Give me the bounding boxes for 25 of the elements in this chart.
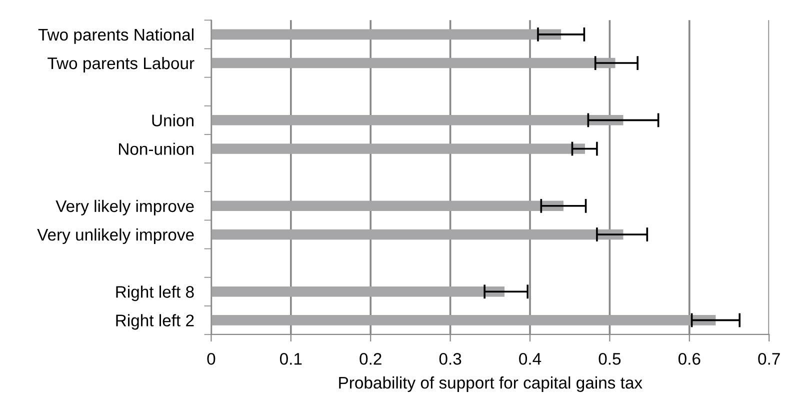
x-tick-label: 0	[207, 352, 216, 365]
x-tick-label: 0.3	[439, 352, 462, 365]
y-tick-label: Right left 2	[116, 314, 194, 330]
bar	[211, 144, 585, 154]
bar	[211, 229, 624, 240]
bar	[211, 286, 504, 297]
x-tick-label: 0.4	[519, 352, 542, 365]
y-tick-label: Very likely improve	[56, 200, 194, 216]
x-tick-label: 0.7	[758, 352, 780, 365]
y-tick-label: Two parents National	[38, 28, 194, 44]
y-tick-label: Non-union	[119, 142, 194, 155]
x-tick-label: 0.2	[360, 352, 382, 365]
y-tick-label: Very unlikely improve	[37, 228, 194, 244]
bar	[211, 29, 562, 40]
y-tick-label: Right left 8	[116, 286, 194, 302]
y-tick-label: Union	[152, 114, 194, 126]
y-tick-label: Two parents Labour	[48, 56, 194, 73]
bar	[211, 315, 716, 326]
x-tick-label: 0.5	[598, 352, 621, 365]
x-tick-label: 0.1	[280, 352, 302, 365]
bar	[211, 58, 616, 68]
bar	[211, 200, 564, 212]
x-axis-title: Probability of support for capital gains tax	[339, 376, 642, 392]
bar	[211, 115, 624, 126]
x-tick-label: 0.6	[678, 352, 700, 365]
